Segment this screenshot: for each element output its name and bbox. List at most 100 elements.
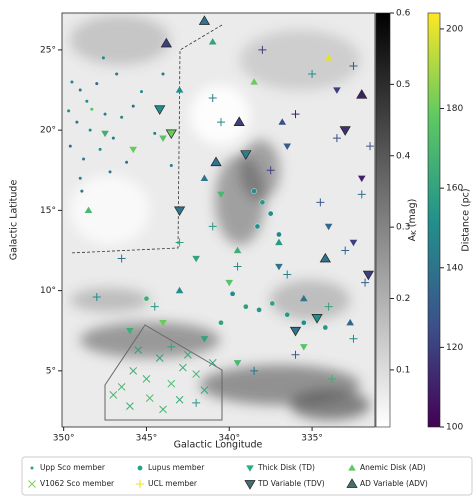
- y-tick-label: 25°: [40, 45, 56, 55]
- point: [126, 402, 134, 410]
- point: [243, 303, 249, 310]
- point: [251, 188, 257, 194]
- extinction-map: [62, 13, 375, 427]
- point: [275, 238, 283, 246]
- label-part: K: [410, 230, 418, 235]
- point: [139, 90, 143, 94]
- x-tick-label: 350°: [53, 434, 75, 444]
- point: [299, 344, 308, 351]
- legend-marker: [28, 480, 36, 488]
- point: [70, 80, 74, 84]
- point: [284, 311, 291, 318]
- point: [129, 366, 138, 375]
- point: [175, 86, 184, 93]
- plot-frame: [61, 12, 376, 428]
- point: [145, 394, 154, 402]
- colorbar-tick-label: 0.3: [396, 223, 410, 233]
- point: [153, 131, 157, 135]
- legend-label: V1062 Sco member: [40, 479, 115, 488]
- colorbar-tick-label: 160: [446, 184, 463, 194]
- point: [192, 255, 200, 263]
- point: [311, 314, 323, 324]
- legend-marker: [348, 464, 356, 471]
- colorbar-tick-label: 0.4: [396, 151, 411, 161]
- point: [200, 336, 209, 343]
- point: [101, 130, 109, 138]
- distance-colorbar: [427, 12, 441, 428]
- legend-marker: [246, 465, 254, 472]
- point: [291, 350, 300, 359]
- point: [322, 324, 329, 331]
- legend-marker: [136, 480, 144, 488]
- point: [173, 206, 186, 217]
- point: [95, 82, 99, 86]
- point: [349, 61, 358, 70]
- point: [78, 176, 82, 180]
- point: [233, 262, 242, 271]
- point: [240, 150, 252, 160]
- point: [349, 334, 358, 343]
- point: [357, 190, 366, 199]
- point: [346, 318, 354, 326]
- y-tick-label: 15°: [40, 206, 56, 216]
- legend-marker: [30, 466, 34, 470]
- point: [125, 160, 129, 164]
- point: [175, 395, 184, 404]
- point: [179, 363, 187, 372]
- point: [208, 94, 217, 103]
- point: [126, 328, 134, 335]
- label-part: A: [407, 234, 418, 241]
- point: [154, 105, 166, 115]
- legend-label: TD Variable (TDV): [257, 479, 325, 488]
- point: [250, 78, 258, 85]
- point: [278, 118, 287, 125]
- point: [198, 15, 211, 25]
- point: [78, 88, 82, 92]
- point: [103, 112, 107, 116]
- point: [357, 175, 366, 183]
- point: [269, 300, 276, 307]
- point: [233, 116, 245, 126]
- point: [88, 128, 92, 132]
- point: [256, 307, 262, 313]
- point: [229, 291, 236, 297]
- point: [101, 56, 105, 60]
- colorbar-tick-label: 120: [446, 343, 463, 353]
- point: [131, 104, 135, 108]
- legend-label: Upp Sco member: [40, 463, 106, 472]
- x-tick-label: 335°: [301, 434, 323, 444]
- x-tick-label: 345°: [136, 434, 158, 444]
- legend: [21, 456, 473, 496]
- colorbar-tick-label: 100: [446, 423, 463, 433]
- point: [356, 89, 368, 99]
- point: [108, 170, 112, 174]
- point: [324, 223, 333, 231]
- point: [98, 147, 102, 151]
- point: [333, 87, 341, 94]
- point: [300, 319, 307, 326]
- legend-label: UCL member: [148, 479, 198, 488]
- point: [324, 302, 333, 311]
- legend-marker: [137, 465, 143, 471]
- point: [259, 199, 266, 206]
- point: [167, 342, 176, 351]
- point: [275, 263, 283, 271]
- point: [167, 379, 176, 388]
- point: [208, 222, 217, 231]
- colorbar-tick-label: 0.1: [396, 365, 410, 375]
- colorbar-tick-label: 0.6: [396, 9, 411, 19]
- point: [254, 223, 261, 230]
- y-tick-label: 10°: [40, 286, 56, 296]
- legend-label: Anemic Disk (AD): [360, 463, 426, 472]
- distance-colorbar-label: Distance (pc): [461, 188, 472, 251]
- colorbar-tick-label: 0.5: [396, 80, 410, 90]
- point: [283, 143, 292, 150]
- point: [216, 118, 225, 127]
- legend-label: Lupus member: [148, 463, 205, 472]
- colorbar-tick-label: 200: [446, 24, 463, 34]
- legend-marker: [244, 480, 256, 490]
- point: [267, 210, 274, 217]
- point: [316, 198, 325, 207]
- point: [327, 374, 336, 383]
